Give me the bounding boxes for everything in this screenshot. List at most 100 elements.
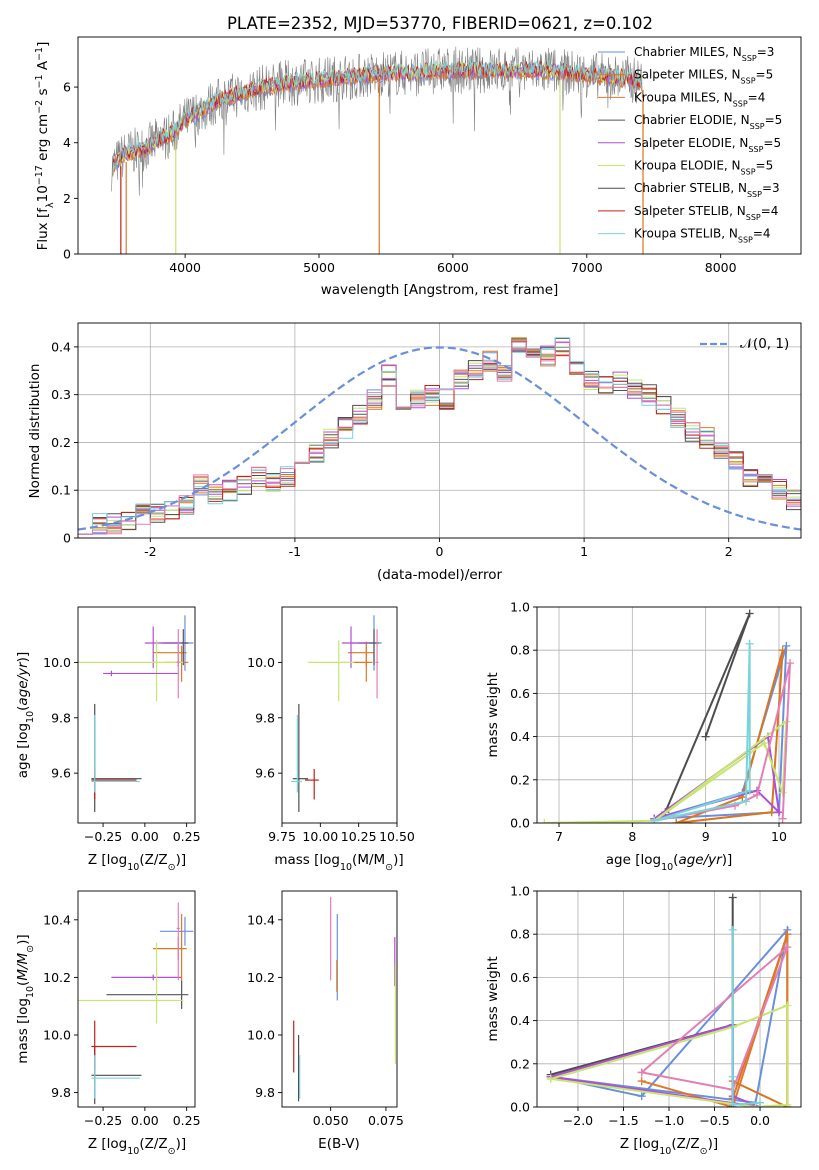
mw-z-axes-marker bbox=[783, 1001, 792, 1010]
age-z-axes-plot bbox=[78, 615, 194, 812]
mass-ylabel: mass [log10(M/M⊙)] bbox=[15, 934, 36, 1063]
spectrum-legend: Chabrier MILES, NSSP=3 Salpeter MILES, NS… bbox=[598, 45, 782, 244]
legend-entry: Salpeter MILES, NSSP=5 bbox=[634, 68, 773, 86]
residual-xlabel: (data-model)/error bbox=[377, 567, 503, 583]
residual-hist-kroupa_elodie bbox=[78, 339, 801, 535]
mw-age-axes-marker bbox=[745, 609, 754, 618]
age-mass-xlabel: mass [log10(M/M⊙)] bbox=[274, 852, 403, 873]
mw-z-axes-series bbox=[641, 946, 789, 1091]
mw-z-axes-plot bbox=[546, 893, 792, 1107]
legend-entry: Chabrier MILES, NSSP=3 bbox=[634, 45, 774, 63]
mw-z-axes-ytick-label: 0.4 bbox=[510, 1013, 530, 1028]
mw-z-axes-marker bbox=[783, 1100, 792, 1107]
residual-hist-salpeter_stelib bbox=[78, 340, 801, 535]
residual-axes-xtick-label: -2 bbox=[144, 544, 156, 559]
age-z-axes-xtick-label: −0.25 bbox=[84, 829, 122, 844]
spectrum-axes-xtick-label: 8000 bbox=[705, 260, 737, 275]
residual-hist-pink bbox=[78, 341, 801, 535]
spectrum-axes-xtick-label: 6000 bbox=[437, 260, 469, 275]
age-z-axes-frame bbox=[77, 606, 196, 824]
age-mass-axes-ytick-label: 9.6 bbox=[255, 766, 275, 781]
residual-hist-kroupa_miles bbox=[78, 348, 801, 535]
mass-ebv-axes-plot bbox=[293, 896, 397, 1102]
mw-z-axes-xtick-label: −0.5 bbox=[699, 1113, 729, 1128]
mw-age-axes-ytick-label: 0.4 bbox=[510, 729, 530, 744]
age-mass-axes-xtick-label: 9.75 bbox=[268, 829, 296, 844]
mw-z-axes-marker bbox=[751, 1103, 760, 1107]
age-z-axes-ytick-label: 9.8 bbox=[51, 710, 71, 725]
mw-z-axes-series bbox=[731, 929, 761, 1106]
age-z-axes-xtick-label: 0.00 bbox=[131, 829, 159, 844]
gaussian-curve bbox=[78, 346, 801, 531]
mass-z-axes: −0.25 0.00 0.25 9.8 10.0 10.2 10.4 bbox=[43, 890, 201, 1128]
mw-z-axes-marker bbox=[728, 925, 737, 934]
mass-ebv-axes-frame bbox=[281, 890, 398, 1108]
legend-entry: Kroupa MILES, NSSP=4 bbox=[634, 90, 765, 108]
mw-age-axes-xtick-label: 7 bbox=[555, 829, 563, 844]
spectrum-axes-plot bbox=[111, 46, 644, 254]
mw-age-axes-marker bbox=[701, 732, 710, 741]
mw-age-axes-marker bbox=[778, 814, 787, 823]
spectrum-model-salpeter_stelib bbox=[112, 60, 642, 173]
age-mass-axes: 9.75 10.00 10.25 10.50 9.6 9.8 10.0 bbox=[247, 606, 415, 844]
age-mass-axes-plot bbox=[291, 615, 382, 812]
age-z-xlabel: Z [log10(Z/Z⊙)] bbox=[88, 852, 186, 873]
mw-age-axes-marker bbox=[745, 639, 754, 648]
spectrum-axes-xtick-label: 5000 bbox=[303, 260, 335, 275]
mw-age-axes-xtick-label: 9 bbox=[702, 829, 710, 844]
legend-entry: Salpeter STELIB, NSSP=4 bbox=[634, 204, 778, 222]
mw-age-axes-ytick-label: 0.0 bbox=[510, 816, 530, 831]
spectrum-axes-ytick-label: 4 bbox=[63, 135, 71, 150]
mass-z-xlabel: Z [log10(Z/Z⊙)] bbox=[88, 1136, 186, 1157]
mass-ebv-axes-ytick-label: 9.8 bbox=[255, 1085, 275, 1100]
mw-z-axes-xtick-label: −1.5 bbox=[608, 1113, 638, 1128]
mw-age-axes-marker bbox=[650, 816, 659, 823]
mw-age-axes-ytick-label: 0.8 bbox=[510, 643, 530, 658]
age-mass-axes-xtick-label: 10.50 bbox=[379, 829, 415, 844]
spectrum-axes-ytick-label: 0 bbox=[63, 247, 71, 262]
age-z-axes-ytick-label: 9.6 bbox=[51, 766, 71, 781]
spectrum-axes-xtick-label: 7000 bbox=[571, 260, 603, 275]
mw-age-axes-ytick-label: 1.0 bbox=[510, 600, 530, 615]
mw-z-axes-marker bbox=[783, 943, 792, 952]
age-mass-axes-xtick-label: 10.00 bbox=[302, 829, 338, 844]
mw-age-axes-marker bbox=[745, 786, 754, 795]
mw-z-axes-xtick-label: 0.0 bbox=[750, 1113, 770, 1128]
mw-age-xlabel: age [log10(age/yr)] bbox=[606, 852, 732, 873]
ebv-xlabel: E(B-V) bbox=[318, 1136, 360, 1152]
mw-z-xlabel: Z [log10(Z/Z⊙)] bbox=[620, 1136, 718, 1157]
age-mass-axes-frame bbox=[281, 606, 398, 824]
residual-axes-ytick-label: 0.2 bbox=[51, 435, 71, 450]
spectrum-axes-ytick-label: 2 bbox=[63, 191, 71, 206]
mass-ebv-axes-xtick-label: 0.050 bbox=[313, 1113, 349, 1128]
spectrum-axes: 4000 5000 6000 7000 8000 0 2 4 6 bbox=[63, 36, 802, 275]
legend-entry: Chabrier ELODIE, NSSP=5 bbox=[634, 113, 782, 131]
mw-age-axes-series bbox=[653, 643, 751, 822]
mw-z-axes-xtick-label: −2.0 bbox=[563, 1113, 593, 1128]
residual-axes-xtick-label: -1 bbox=[289, 544, 301, 559]
mw-z-axes: −2.0 −1.5 −1.0 −0.5 0.0 0.0 0.2 0.4 0.6 0.8 1.0 bbox=[510, 884, 802, 1128]
mw-age-axes-marker bbox=[672, 819, 681, 823]
mw-z-axes-ytick-label: 0.6 bbox=[510, 970, 530, 985]
mw-age-axes-marker bbox=[778, 646, 787, 655]
mw-age-axes-marker bbox=[782, 641, 791, 650]
mw-age-axes-marker bbox=[540, 819, 549, 823]
mw-age-ylabel: mass weight bbox=[485, 672, 501, 757]
mw-z-axes-ytick-label: 1.0 bbox=[510, 884, 530, 899]
mass-z-axes-frame bbox=[77, 890, 196, 1108]
mw-age-axes-marker bbox=[753, 790, 761, 799]
mw-age-axes: 7 8 9 10 0.0 0.2 0.4 0.6 0.8 1.0 bbox=[510, 600, 802, 844]
mw-z-axes-marker bbox=[756, 1098, 765, 1107]
mw-age-axes-marker bbox=[786, 659, 794, 668]
gauss-legend-label: 𝒩(0, 1) bbox=[740, 336, 789, 352]
mw-z-axes-series bbox=[550, 1004, 789, 1107]
mw-age-axes-marker bbox=[760, 739, 769, 748]
spectrum-xlabel: wavelength [Angstrom, rest frame] bbox=[321, 282, 559, 298]
residual-hist-chabrier_miles bbox=[78, 347, 801, 535]
mw-z-axes-marker bbox=[728, 893, 737, 902]
mw-age-axes-series bbox=[654, 662, 791, 822]
legend-entry: Kroupa STELIB, NSSP=4 bbox=[634, 227, 771, 245]
residual-hist-kroupa_stelib bbox=[78, 337, 801, 535]
mass-z-axes-xtick-label: 0.00 bbox=[131, 1113, 159, 1128]
residual-ylabel: Normed distribution bbox=[27, 364, 43, 499]
